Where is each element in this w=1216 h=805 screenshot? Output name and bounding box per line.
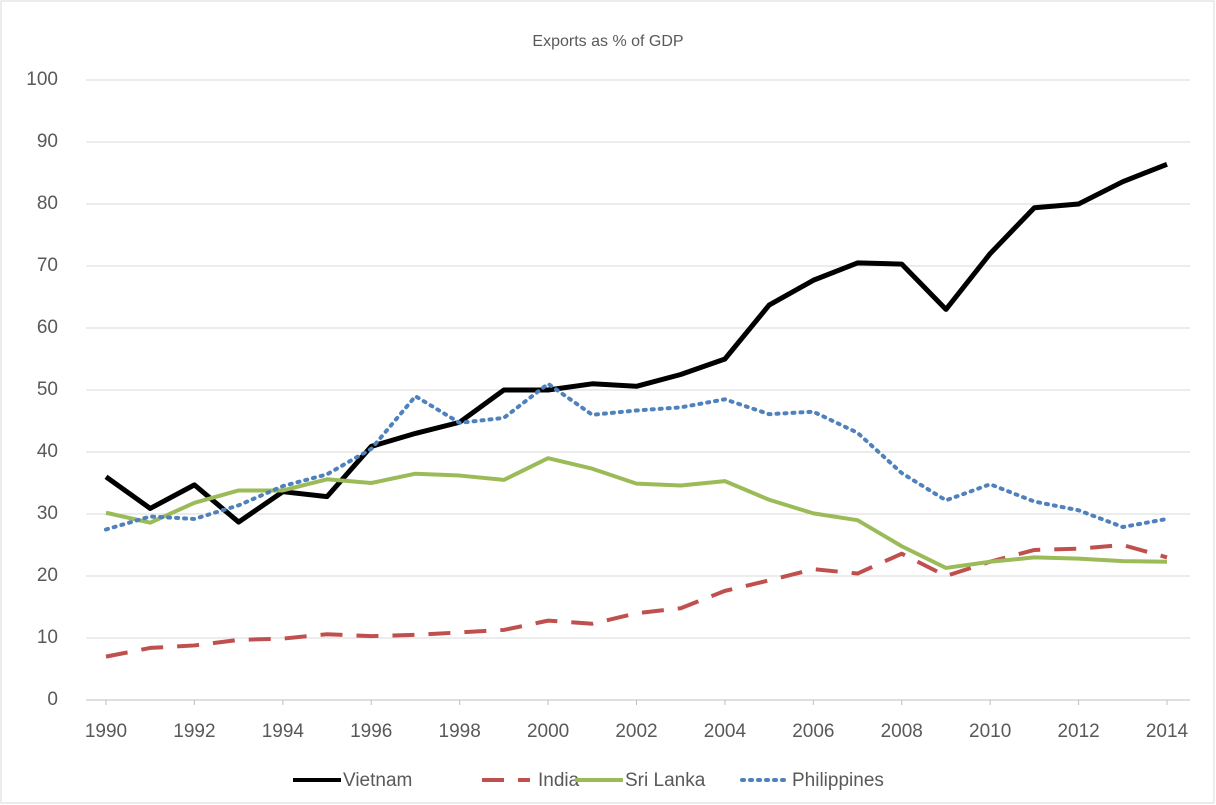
y-tick-label: 20 — [37, 565, 58, 586]
x-tick-label: 2000 — [527, 721, 569, 742]
y-tick-label: 30 — [37, 503, 58, 524]
legend-label: Philippines — [792, 770, 884, 791]
legend-label: India — [538, 770, 580, 791]
x-tick-label: 2002 — [615, 721, 657, 742]
y-tick-label: 10 — [37, 627, 58, 648]
y-tick-label: 0 — [47, 689, 58, 710]
x-tick-label: 2004 — [704, 721, 747, 742]
x-tick-label: 1990 — [85, 721, 127, 742]
x-tick-label: 1996 — [350, 721, 392, 742]
legend-label: Vietnam — [343, 770, 412, 791]
y-tick-label: 70 — [37, 255, 58, 276]
legend-label: Sri Lanka — [625, 770, 706, 791]
series-line — [104, 381, 1169, 532]
chart-title: Exports as % of GDP — [532, 33, 683, 50]
x-tick-label: 1998 — [439, 721, 481, 742]
y-tick-label: 50 — [37, 379, 58, 400]
y-tick-label: 90 — [37, 131, 58, 152]
y-tick-label: 40 — [37, 441, 58, 462]
x-tick-label: 2012 — [1057, 721, 1099, 742]
series-line — [105, 456, 1168, 570]
y-tick-label: 80 — [37, 193, 58, 214]
x-tick-label: 1994 — [262, 721, 305, 742]
y-tick-label: 60 — [37, 317, 58, 338]
x-tick-label: 2014 — [1146, 721, 1189, 742]
x-tick-label: 2008 — [881, 721, 923, 742]
x-tick-label: 2006 — [792, 721, 834, 742]
y-tick-label: 100 — [26, 69, 58, 90]
x-tick-label: 2010 — [969, 721, 1011, 742]
x-tick-label: 1992 — [173, 721, 215, 742]
